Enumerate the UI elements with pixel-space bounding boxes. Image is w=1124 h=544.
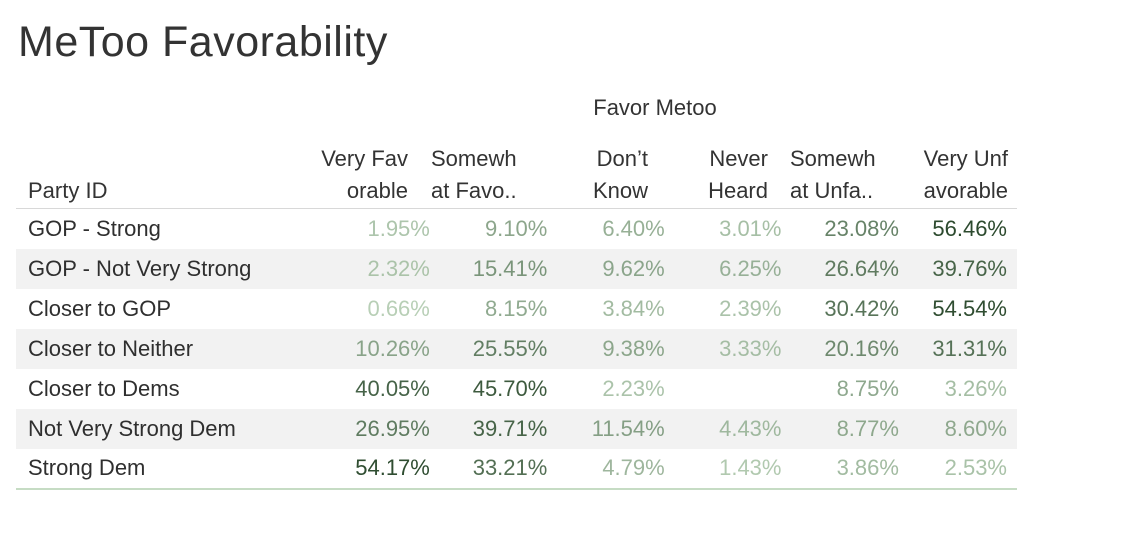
table-row: GOP - Not Very Strong 2.32% 15.41% 9.62% 6.2… — [16, 248, 1017, 289]
table-cell: 4.43% — [664, 408, 782, 449]
table-cell: 3.86% — [836, 455, 899, 480]
column-header-line: Somewh — [790, 146, 876, 171]
column-header[interactable]: Somewh at Unfa.. — [790, 143, 900, 207]
table-cell: 8.15% — [484, 295, 548, 321]
table-row: Not Very Strong Dem 26.95% 39.71% 11.54% 4.4… — [16, 408, 1017, 449]
table-cell: 30.42% — [824, 295, 899, 321]
table-cell: 9.10% — [484, 215, 548, 241]
table-cell: 8.75% — [836, 375, 899, 401]
table-cell: 39.76% — [898, 248, 1017, 289]
column-header-line: at Favo.. — [431, 178, 517, 203]
column-header-line: Never — [709, 146, 768, 171]
table-row: Closer to Dems 40.05% 45.70% 2.23% 8.75% 3.26… — [16, 369, 1017, 409]
page-title: MeToo Favorability — [18, 18, 388, 66]
column-header-line: avorable — [923, 178, 1008, 203]
table-cell: 0.66% — [367, 295, 430, 321]
column-header-line: Know — [592, 178, 648, 203]
column-header-line: Don’t — [596, 146, 648, 171]
table-cell — [665, 369, 782, 409]
table-cell: 31.31% — [898, 328, 1017, 369]
table-cell: 4.79% — [602, 455, 665, 480]
table-cell: 1.95% — [367, 215, 430, 241]
table-cell: 11.54% — [547, 408, 665, 449]
favorability-table: GOP - Strong 1.95% 9.10% 6.40% 3.01% 23.08% 56… — [16, 208, 1017, 490]
table-cell: 3.26% — [944, 375, 1007, 401]
table-cell: 6.40% — [602, 215, 665, 241]
row-label: Closer to Dems — [28, 375, 180, 401]
table-row: Closer to GOP 0.66% 8.15% 3.84% 2.39% 30.42% 5… — [16, 289, 1017, 329]
table-cell: 15.41% — [429, 248, 548, 289]
column-header[interactable]: Never Heard — [680, 143, 768, 207]
table-cell: 25.55% — [429, 328, 548, 369]
table-cell: 45.70% — [472, 375, 548, 401]
table-cell: 23.08% — [824, 215, 899, 241]
column-header-line: at Unfa.. — [790, 178, 874, 203]
table-cell: 3.01% — [719, 215, 782, 241]
column-group-header: Favor Metoo — [593, 95, 717, 120]
table-cell: 8.60% — [898, 408, 1017, 449]
column-header[interactable]: Don’t Know — [560, 143, 648, 207]
table-row: Strong Dem 54.17% 33.21% 4.79% 1.43% 3.86% 2.5… — [16, 449, 1017, 489]
table-cell: 10.26% — [312, 328, 430, 369]
column-header-line: orable — [346, 178, 408, 203]
table-cell: 2.32% — [312, 248, 430, 289]
table-cell: 2.23% — [602, 375, 665, 401]
column-header-line: Somewh — [431, 146, 517, 171]
table-cell: 8.77% — [781, 408, 899, 449]
table-cell: 3.84% — [602, 295, 665, 321]
table-cell: 40.05% — [355, 375, 430, 401]
column-header-line: Heard — [708, 178, 768, 203]
column-header[interactable]: Very Unf avorable — [900, 143, 1008, 207]
table-cell: 3.33% — [664, 328, 782, 369]
row-label: Closer to Neither — [16, 328, 313, 369]
table-cell: 2.53% — [944, 455, 1007, 480]
row-label: GOP - Not Very Strong — [16, 248, 313, 289]
column-header-line: Very Fav — [321, 146, 408, 171]
table-cell: 54.17% — [355, 455, 430, 480]
row-label: GOP - Strong — [28, 215, 161, 241]
table-cell: 1.43% — [719, 455, 782, 480]
table-cell: 26.64% — [781, 248, 899, 289]
table-cell: 9.62% — [547, 248, 665, 289]
row-label: Strong Dem — [28, 455, 146, 480]
row-label: Not Very Strong Dem — [16, 408, 313, 449]
column-header[interactable]: Very Fav orable — [300, 143, 408, 207]
table-cell: 2.39% — [719, 295, 782, 321]
table-cell: 26.95% — [312, 408, 430, 449]
table-cell: 39.71% — [429, 408, 548, 449]
table-cell: 56.46% — [932, 215, 1007, 241]
column-header[interactable]: Somewh at Favo.. — [431, 143, 541, 207]
table-cell: 33.21% — [472, 455, 548, 480]
row-header-label: Party ID — [28, 178, 108, 203]
table-cell: 9.38% — [547, 328, 665, 369]
table-row: Closer to Neither 10.26% 25.55% 9.38% 3.33% 2… — [16, 328, 1017, 369]
row-label: Closer to GOP — [28, 295, 172, 321]
table-cell: 6.25% — [664, 248, 782, 289]
table-row: GOP - Strong 1.95% 9.10% 6.40% 3.01% 23.08% 56… — [16, 209, 1017, 249]
column-header-line: Very Unf — [923, 146, 1008, 171]
table-cell: 20.16% — [781, 328, 899, 369]
table-cell: 54.54% — [932, 295, 1007, 321]
